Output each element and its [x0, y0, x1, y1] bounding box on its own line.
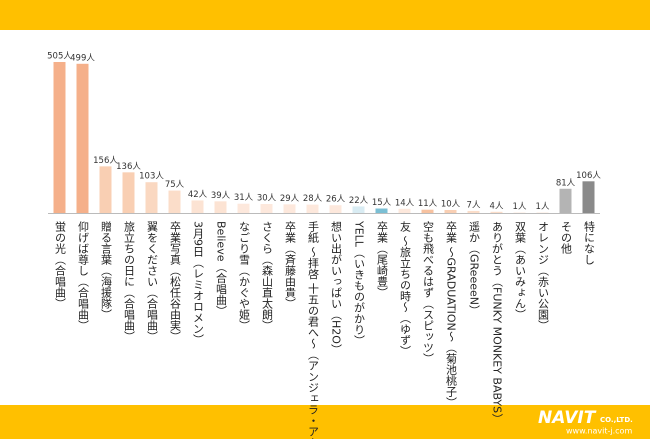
data-label: 26人 [326, 195, 346, 205]
bar [169, 191, 181, 213]
data-label: 106人 [576, 171, 601, 181]
logo-suffix: CO.,LTD. [600, 416, 633, 424]
data-label: 30人 [257, 194, 277, 204]
bar [330, 205, 342, 213]
x-tick-label: 翼をください（合唱曲） [146, 221, 159, 342]
data-label: 31人 [234, 193, 254, 203]
url: www.navit-j.com [566, 427, 632, 436]
data-label: 42人 [188, 190, 208, 200]
x-tick-label: 3月9日（レミオロメン） [192, 221, 205, 345]
bar [491, 212, 503, 213]
bar [422, 210, 434, 213]
x-tick-label: 遥か（GReeeeN） [468, 221, 481, 316]
bar [192, 200, 204, 213]
x-tick-label: オレンジ（赤い公園） [537, 221, 550, 331]
bar [77, 64, 89, 213]
x-tick-label: 旅立ちの日に（合唱曲） [123, 220, 136, 342]
logo: NAVIT [538, 408, 597, 428]
bar [284, 204, 296, 213]
data-label: 156人 [93, 156, 118, 166]
bar [238, 204, 250, 213]
bar [560, 189, 572, 213]
x-tick-label: さくら（森山直太朗） [261, 221, 274, 331]
x-tick-label: 双葉（あいみょん） [514, 221, 527, 320]
x-tick-label: 卒業（斉藤由貴） [284, 220, 297, 309]
x-tick-label: ありがとう（FUNKY MONKEY BABYS） [491, 221, 504, 424]
x-tick-label: 想い出がいっぱい（H2O） [330, 220, 343, 355]
x-tick-label: 卒業 ～GRADUATION～（菊池桃子） [445, 220, 458, 408]
data-label: 10人 [441, 200, 461, 210]
bar [54, 62, 66, 213]
header-band [0, 0, 650, 30]
bar [100, 166, 112, 213]
data-label: 75人 [165, 180, 185, 190]
data-label: 14人 [395, 198, 415, 208]
x-tick-label: 贈る言葉（海援隊） [100, 220, 113, 320]
bar [353, 206, 365, 213]
x-tick-label: YELL（いきものがかり） [353, 220, 366, 346]
x-tick-label: Believe（合唱曲） [215, 221, 228, 316]
data-label: 11人 [418, 199, 438, 209]
bar [215, 201, 227, 213]
data-label: 4人 [490, 201, 504, 211]
x-tick-label: 空も飛べるはず（スピッツ） [422, 220, 435, 364]
data-label: 505人 [47, 52, 72, 62]
bar [376, 209, 388, 213]
x-tick-label: 仰げば尊し（合唱曲） [77, 220, 90, 331]
x-tick-label: 特になし [583, 220, 596, 265]
x-tick-label: 蛍の光（合唱曲） [54, 220, 67, 309]
data-label: 28人 [303, 194, 323, 204]
data-label: 136人 [116, 162, 141, 172]
x-tick-label: 友 ～旅立ちの時～（ゆず） [399, 220, 412, 357]
data-label: 81人 [556, 178, 576, 188]
bar [399, 209, 411, 213]
data-label: 15人 [372, 198, 392, 208]
data-label: 29人 [280, 194, 300, 204]
data-label: 103人 [139, 172, 164, 182]
x-tick-label: なごり雪（かぐや姫） [238, 221, 251, 331]
data-label: 39人 [211, 191, 231, 201]
bar [445, 210, 457, 213]
data-label: 7人 [467, 200, 481, 210]
bar [123, 172, 135, 213]
data-label: 22人 [349, 196, 369, 206]
data-label: 1人 [513, 202, 527, 212]
x-tick-label: 卒業写真（松任谷由実） [169, 220, 182, 342]
bar [583, 181, 595, 213]
x-tick-label: その他 [560, 221, 573, 254]
bar [307, 205, 319, 213]
bar [261, 204, 273, 213]
x-tick-label: 卒業（尾崎豊） [376, 220, 389, 298]
data-label: 499人 [70, 53, 95, 63]
bar [468, 211, 480, 213]
x-tick-label: 手紙 ～拝啓 十五の君へ～（アンジェラ・アキ） [307, 220, 320, 439]
data-label: 1人 [536, 202, 550, 212]
bar [146, 182, 158, 213]
